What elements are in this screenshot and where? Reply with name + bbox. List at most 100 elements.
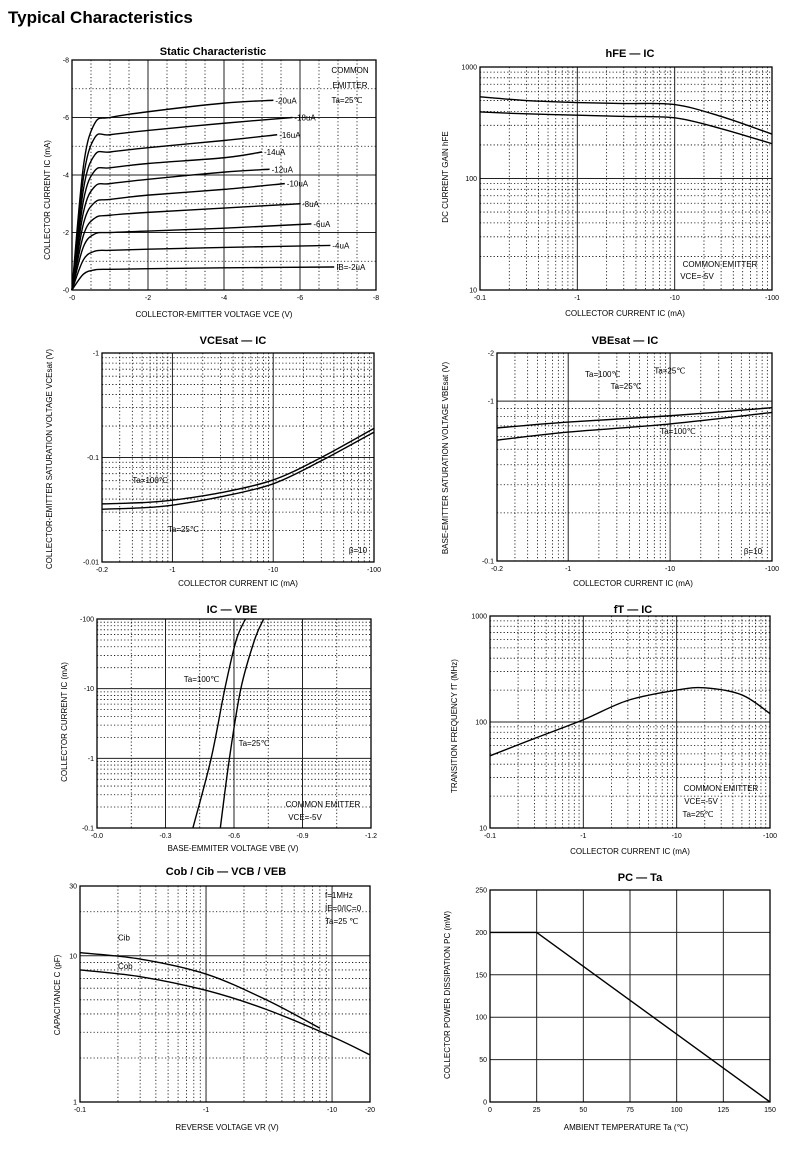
chart-title: hFE — IC — [606, 48, 655, 60]
series-label: Ta=25℃ — [168, 525, 199, 534]
x-tick-label: -0.2 — [491, 566, 503, 573]
y-tick-label: -1 — [93, 351, 99, 358]
x-tick-label: -1 — [203, 1107, 209, 1114]
y-tick-label: -0.1 — [87, 455, 99, 462]
series-line-16ua — [71, 134, 278, 291]
series-line-18ua — [71, 116, 293, 291]
x-tick-label: -100 — [367, 567, 381, 574]
chart-hfe-ic: hFE — IC DC CURRENT GAIN hFE COLLECTOR C… — [441, 48, 779, 391]
y-tick-label: 1 — [73, 1100, 77, 1107]
y-tick-label: -0.1 — [482, 559, 494, 566]
x-tick-label: -100 — [765, 566, 779, 573]
chart-capacitance: Cob / Cib — VCB / VEB CAPACITANCE C (pF)… — [53, 866, 375, 1132]
x-tick-label: -100 — [765, 295, 779, 302]
series-line-20ua — [71, 99, 274, 291]
chart-title: PC — Ta — [618, 872, 663, 884]
x-tick-label: 100 — [671, 1107, 683, 1114]
annotation: VCE=-5V — [680, 272, 714, 281]
series-label: Ta=25℃ — [239, 739, 270, 748]
annotation: Ta=25℃ — [682, 810, 713, 819]
x-tick-label: -8 — [373, 295, 379, 302]
series-label: -8uA — [302, 200, 320, 209]
grid — [489, 889, 771, 1103]
y-tick-label: -100 — [80, 617, 94, 624]
series-line-12ua — [71, 168, 270, 291]
series-label: Ta=100℃ — [184, 675, 219, 684]
series-label: -6uA — [313, 220, 331, 229]
annotation: IE=0/IC=0 — [325, 904, 362, 913]
chart-static-characteristic: Static Characteristic COLLECTOR CURRENT … — [43, 46, 379, 319]
y-tick-label: 250 — [475, 888, 487, 895]
y-tick-label: 100 — [475, 720, 487, 727]
y-tick-label: 100 — [475, 1015, 487, 1022]
plot-frame — [489, 889, 771, 1103]
series-label: -14uA — [264, 148, 286, 157]
series-label: IB=-2uA — [336, 263, 366, 272]
legend-box: COMMON EMITTER Ta=25℃ — [331, 66, 369, 105]
y-tick-label: -8 — [63, 58, 69, 65]
plot-frame — [489, 615, 771, 829]
x-tick-label: -1 — [574, 295, 580, 302]
y-axis-label: TRANSITION FREQUENCY fT (MHz) — [450, 659, 459, 793]
x-tick-label: 75 — [626, 1107, 634, 1114]
series-line-curve — [489, 686, 771, 757]
x-tick-label: 0 — [488, 1107, 492, 1114]
x-tick-label: -1 — [565, 566, 571, 573]
series-line-6ua — [71, 223, 312, 291]
x-tick-label: 50 — [579, 1107, 587, 1114]
page-title: Typical Characteristics — [8, 8, 193, 27]
series-line-ta-25 — [496, 406, 773, 429]
y-tick-label: 1000 — [471, 614, 487, 621]
y-tick-label: -1 — [88, 756, 94, 763]
y-axis-label: BASE-EMITTER SATURATION VOLTAGE VBEsat (… — [441, 362, 450, 555]
x-tick-label: -0.0 — [91, 833, 103, 840]
chart-ic-vbe: IC — VBE COLLECTOR CURRENT IC (mA) BASE-… — [60, 604, 377, 853]
x-axis-label: AMBIENT TEMPERATURE Ta (℃) — [564, 1123, 689, 1132]
series-line-8ua — [71, 203, 301, 291]
x-axis-label: REVERSE VOLTAGE VR (V) — [175, 1123, 279, 1132]
y-axis-label: COLLECTOR CURRENT IC (mA) — [60, 662, 69, 782]
plot-frame — [101, 352, 375, 563]
x-tick-label: -10 — [672, 833, 682, 840]
series-label: Ta=25℃ — [611, 382, 642, 391]
plot-frame — [496, 352, 773, 562]
series-label: -4uA — [332, 241, 350, 250]
x-tick-label: -10 — [268, 567, 278, 574]
grid — [101, 352, 375, 563]
x-tick-label: 150 — [764, 1107, 776, 1114]
chart-ft-ic: fT — IC TRANSITION FREQUENCY fT (MHz) CO… — [450, 604, 777, 856]
x-tick-label: -10 — [665, 566, 675, 573]
y-axis-label: COLLECTOR-EMITTER SATURATION VOLTAGE VCE… — [45, 349, 54, 570]
x-tick-label: -0.2 — [96, 567, 108, 574]
y-tick-label: -2 — [488, 351, 494, 358]
series-line-14ua — [71, 151, 263, 291]
series-label: Cib — [118, 934, 131, 943]
chart-pc-ta: PC — Ta COLLECTOR POWER DISSIPATION PC (… — [443, 872, 776, 1132]
series-label: -10uA — [287, 180, 309, 189]
series-line-curve — [490, 931, 771, 1103]
chart-title: Static Characteristic — [160, 46, 266, 58]
chart-title: VBEsat — IC — [592, 335, 659, 347]
chart-vbesat-ic: VBEsat — IC BASE-EMITTER SATURATION VOLT… — [441, 335, 779, 588]
plot-frame — [79, 885, 371, 1103]
series-label: -12uA — [272, 165, 294, 174]
x-tick-label: -100 — [763, 833, 777, 840]
y-tick-label: 10 — [479, 826, 487, 833]
x-tick-label: -20 — [365, 1107, 375, 1114]
x-axis-label: COLLECTOR CURRENT IC (mA) — [565, 309, 685, 318]
series-line-4ua — [71, 244, 331, 291]
annotation: EMITTER — [332, 81, 367, 90]
y-axis-label: COLLECTOR POWER DISSIPATION PC (mW) — [443, 911, 452, 1079]
annotation: COMMON — [331, 66, 369, 75]
y-tick-label: -0.1 — [82, 826, 94, 833]
annotation: COMMON EMITTER — [286, 800, 361, 809]
annotation: COMMON EMITTER — [683, 260, 758, 269]
series-label: Ta=25℃ — [654, 367, 685, 376]
annotation: VCE=-5V — [288, 813, 322, 822]
chart-title: Cob / Cib — VCB / VEB — [166, 866, 286, 878]
y-tick-label: -6 — [63, 115, 69, 122]
annotation: VCE=-5V — [684, 797, 718, 806]
x-axis-label: COLLECTOR-EMITTER VOLTAGE VCE (V) — [136, 310, 293, 319]
y-tick-label: -2 — [63, 230, 69, 237]
series-line-ta-100 — [101, 427, 375, 505]
